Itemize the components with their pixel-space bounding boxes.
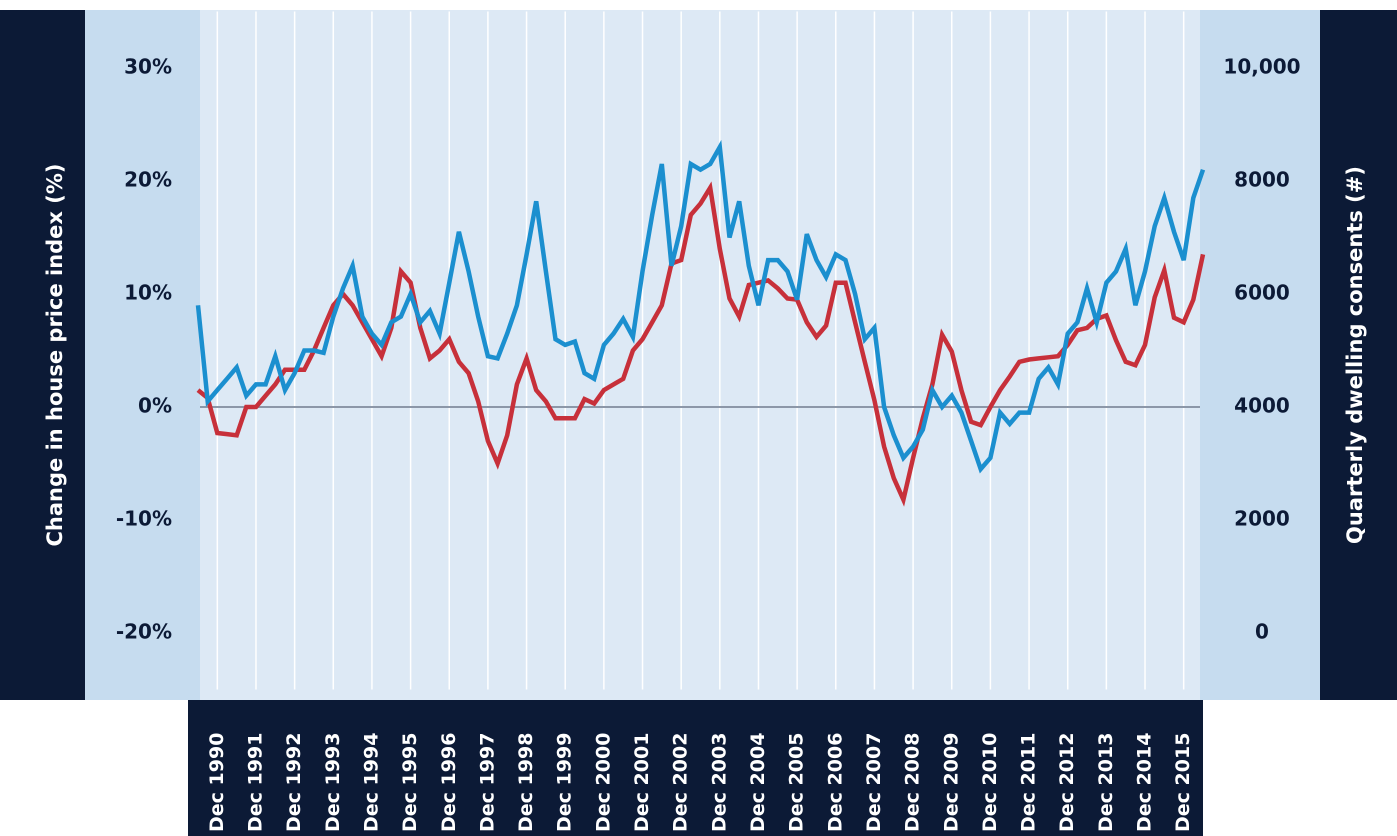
x-tick-label: Dec 2011 bbox=[1018, 733, 1040, 832]
x-tick-label: Dec 2004 bbox=[747, 733, 769, 832]
y-tick-label: -10% bbox=[116, 507, 172, 531]
x-tick-label: Dec 2001 bbox=[631, 733, 653, 832]
x-tick-label: Dec 2006 bbox=[824, 733, 846, 832]
y-tick-label: 0% bbox=[138, 394, 172, 418]
left-panel bbox=[0, 10, 85, 700]
left-axis-band bbox=[85, 10, 200, 700]
x-tick-label: Dec 2014 bbox=[1134, 733, 1156, 832]
x-label-panel bbox=[188, 700, 1203, 836]
x-tick-label: Dec 1994 bbox=[360, 733, 382, 832]
x-tick-label: Dec 1999 bbox=[554, 733, 576, 832]
x-tick-label: Dec 1991 bbox=[244, 733, 266, 832]
y-axis-label: Change in house price index (%) bbox=[43, 163, 67, 546]
y2-axis-label: Quarterly dwelling consents (#) bbox=[1343, 166, 1367, 544]
x-tick-label: Dec 2007 bbox=[863, 733, 885, 832]
x-tick-label: Dec 2015 bbox=[1172, 733, 1194, 832]
x-tick-label: Dec 2013 bbox=[1095, 733, 1117, 832]
x-tick-label: Dec 2002 bbox=[670, 733, 692, 832]
x-tick-label: Dec 2009 bbox=[940, 733, 962, 832]
right-panel bbox=[1320, 10, 1397, 700]
y-tick-label: 10% bbox=[124, 281, 172, 305]
x-tick-label: Dec 2008 bbox=[902, 733, 924, 832]
y2-tick-label: 8000 bbox=[1234, 168, 1290, 192]
x-tick-label: Dec 1993 bbox=[322, 733, 344, 832]
right-axis-band bbox=[1200, 10, 1320, 700]
x-tick-label: Dec 1996 bbox=[438, 733, 460, 832]
series-line bbox=[196, 181, 1206, 507]
x-tick-label: Dec 2012 bbox=[1056, 733, 1078, 832]
x-tick-label: Dec 2005 bbox=[786, 733, 808, 832]
x-tick-label: Dec 1997 bbox=[476, 733, 498, 832]
x-tick-label: Dec 2010 bbox=[979, 733, 1001, 832]
plot-area bbox=[200, 10, 1200, 700]
x-tick-label: Dec 1990 bbox=[206, 733, 228, 832]
y-tick-label: -20% bbox=[116, 620, 172, 644]
x-tick-label: Dec 2000 bbox=[592, 733, 614, 832]
y2-tick-label: 0 bbox=[1255, 620, 1269, 644]
y-tick-label: 30% bbox=[124, 55, 172, 79]
y-tick-label: 20% bbox=[124, 168, 172, 192]
y2-tick-label: 2000 bbox=[1234, 507, 1290, 531]
x-tick-label: Dec 2003 bbox=[708, 733, 730, 832]
x-tick-label: Dec 1995 bbox=[399, 733, 421, 832]
x-tick-label: Dec 1998 bbox=[515, 733, 537, 832]
x-tick-label: Dec 1992 bbox=[283, 733, 305, 832]
y2-tick-label: 10,000 bbox=[1223, 55, 1300, 79]
y2-tick-label: 6000 bbox=[1234, 281, 1290, 305]
y2-tick-label: 4000 bbox=[1234, 394, 1290, 418]
series-line bbox=[195, 139, 1206, 474]
